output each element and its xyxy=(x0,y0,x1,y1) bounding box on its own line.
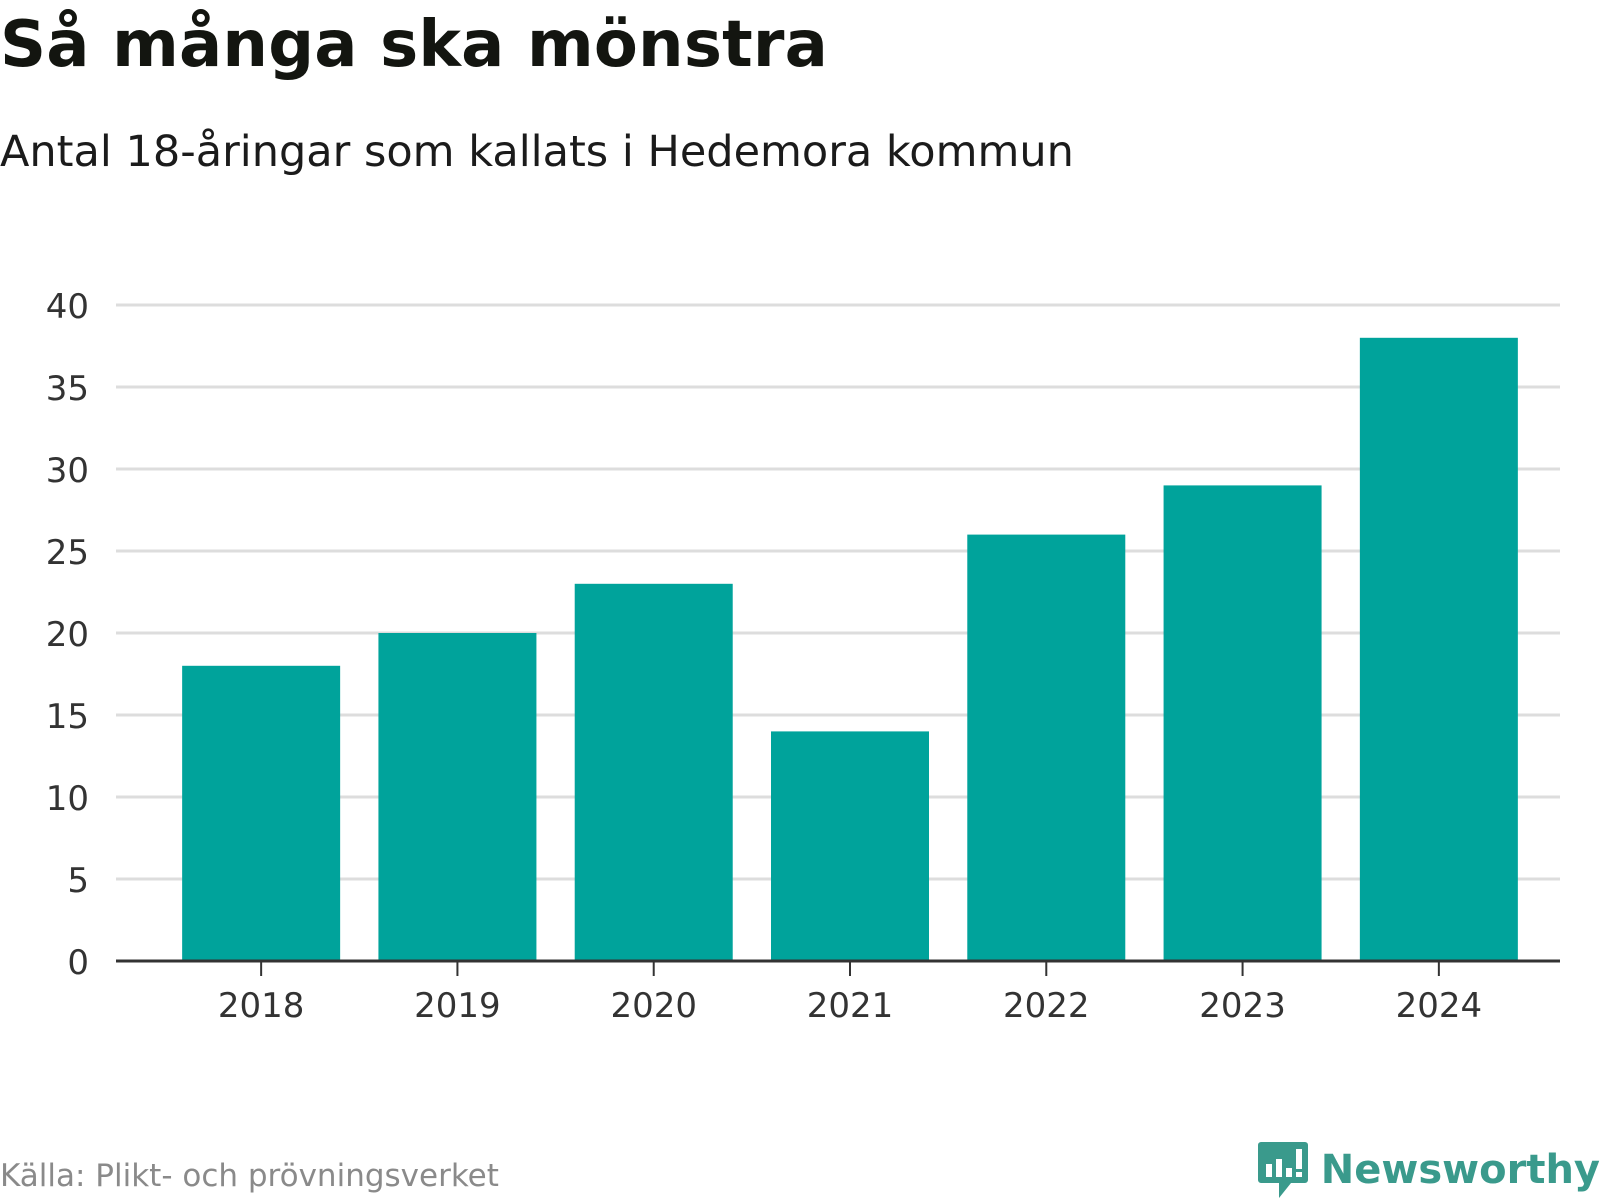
x-tick-label-2021: 2021 xyxy=(807,986,894,1026)
x-tick-label-2020: 2020 xyxy=(610,986,697,1026)
bar-chart: 0 5 10 15 20 25 30 35 40 2018 2019 2020 2021 2022 202… xyxy=(46,287,1560,1026)
newsworthy-logo[interactable]: Newsworthy xyxy=(1257,1140,1600,1200)
y-tick-label-40: 40 xyxy=(46,287,89,327)
x-tick-label-2019: 2019 xyxy=(414,986,501,1026)
y-tick-label-10: 10 xyxy=(46,779,89,819)
y-tick-label-25: 25 xyxy=(46,533,89,573)
bar-2024 xyxy=(1359,337,1518,961)
chart-title: Så många ska mönstra xyxy=(0,8,829,82)
y-tick-label-30: 30 xyxy=(46,451,89,491)
bar-2019 xyxy=(378,633,537,961)
y-tick-label-15: 15 xyxy=(46,697,89,737)
axes xyxy=(116,959,1560,976)
chart-subtitle: Antal 18-åringar som kallats i Hedemora … xyxy=(0,127,1074,177)
bar-2018 xyxy=(182,665,341,961)
y-axis-tick-labels: 0 5 10 15 20 25 30 35 40 xyxy=(46,287,89,983)
x-tick-label-2023: 2023 xyxy=(1199,986,1286,1026)
x-tick-label-2022: 2022 xyxy=(1003,986,1090,1026)
y-tick-label-35: 35 xyxy=(46,369,89,409)
newsworthy-logo-text: Newsworthy xyxy=(1320,1147,1600,1193)
y-tick-label-0: 0 xyxy=(67,943,89,983)
x-axis-tick-labels: 2018 2019 2020 2021 2022 2023 2024 xyxy=(218,986,1482,1026)
newsworthy-logo-icon xyxy=(1257,1142,1308,1198)
bar-2022 xyxy=(967,534,1126,961)
x-tick-label-2024: 2024 xyxy=(1396,986,1483,1026)
x-tick-label-2018: 2018 xyxy=(218,986,305,1026)
bar-2020 xyxy=(574,583,733,961)
y-tick-label-5: 5 xyxy=(67,861,89,901)
bar-2021 xyxy=(771,731,929,961)
source-note: Källa: Plikt- och prövningsverket xyxy=(0,1158,499,1194)
bar-2023 xyxy=(1163,485,1322,961)
bars xyxy=(182,337,1518,961)
y-tick-label-20: 20 xyxy=(46,615,89,655)
